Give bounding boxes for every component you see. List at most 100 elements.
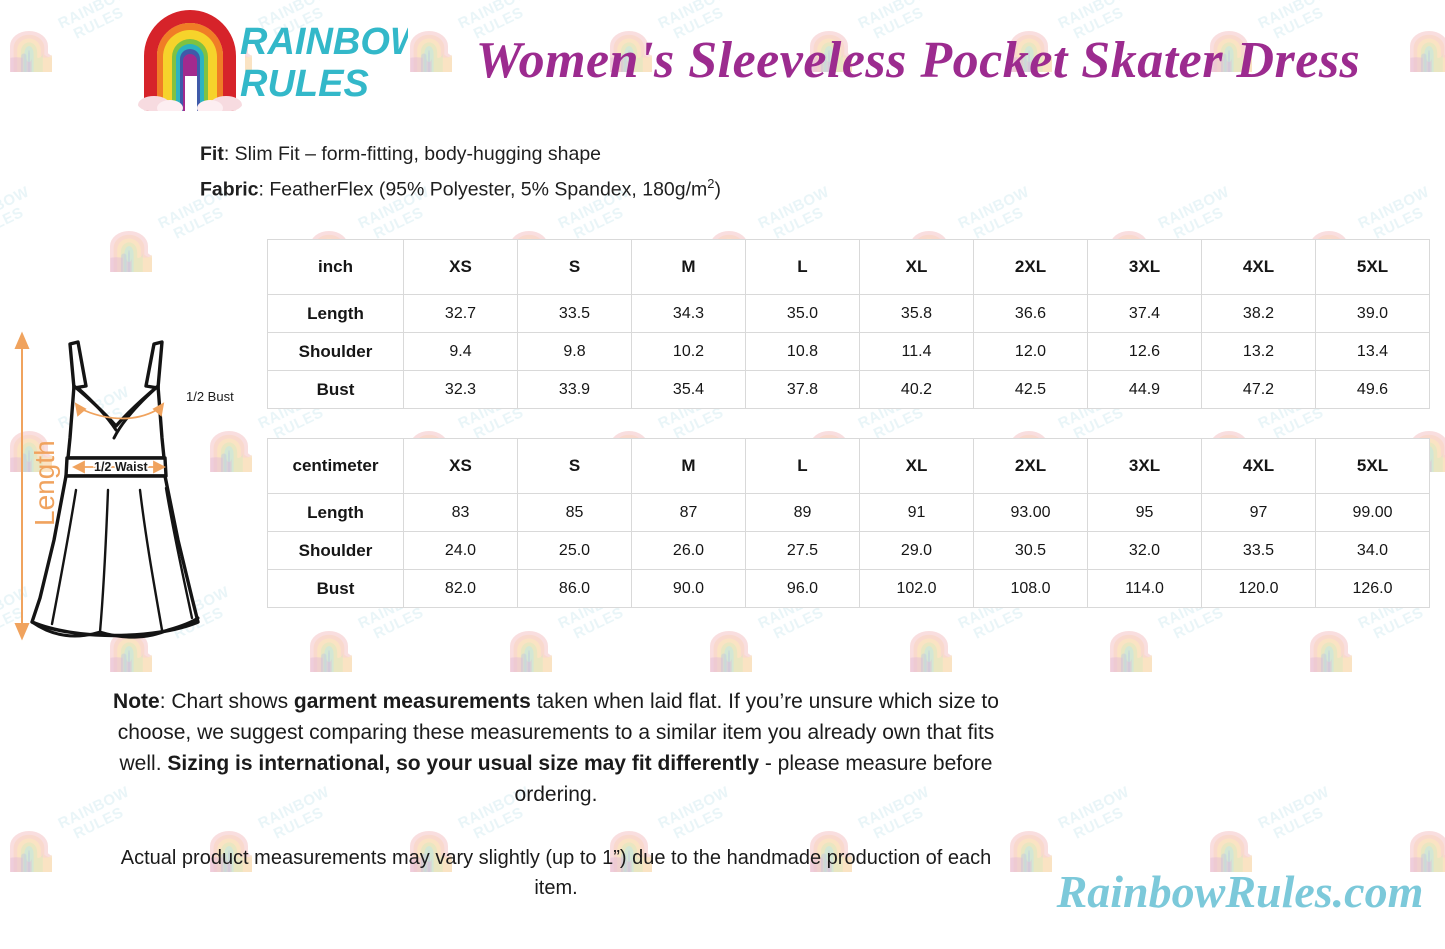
watermark-rainbow-icon [1106,628,1176,672]
cell-length-l: 89 [745,493,860,532]
table-header-row: inch XS S M L XL 2XL 3XL 4XL 5XL [267,239,1430,295]
cell-length-xl: 35.8 [859,294,974,333]
row-label-length: Length [267,294,404,333]
cell-shoulder-m: 26.0 [631,531,746,570]
fabric-label: Fabric [200,178,259,201]
size-header-2xl: 2XL [973,239,1088,295]
watermark-text: RAINBOW RULES [1155,183,1233,247]
cell-length-m: 34.3 [631,294,746,333]
cell-shoulder-3xl: 32.0 [1087,531,1202,570]
row-label-shoulder: Shoulder [267,531,404,570]
watermark-text: RAINBOW RULES [755,183,833,247]
size-header-s: S [517,438,632,494]
watermark-text: RAINBOW RULES [1055,783,1133,847]
half-bust-arrow [74,402,165,420]
cell-shoulder-xl: 11.4 [859,332,974,371]
table-cm-header: centimeter XS S M L XL 2XL 3XL 4XL 5XL [267,438,1430,494]
size-header-xs: XS [403,239,518,295]
length-arrow [14,331,30,641]
size-header-5xl: 5XL [1315,239,1430,295]
cell-length-3xl: 95 [1087,493,1202,532]
fabric-line: Fabric: FeatherFlex (95% Polyester, 5% S… [200,169,721,205]
cell-bust-4xl: 47.2 [1201,370,1316,409]
table-row: Length 32.7 33.5 34.3 35.0 35.8 36.6 37.… [267,294,1430,333]
cell-bust-xs: 82.0 [403,569,518,608]
table-inch-header: inch XS S M L XL 2XL 3XL 4XL 5XL [267,239,1430,295]
fit-line: Fit: Slim Fit – form-fitting, body-huggi… [200,140,721,169]
length-label: Length [29,440,60,526]
cell-bust-l: 37.8 [745,370,860,409]
cell-bust-xs: 32.3 [403,370,518,409]
cell-bust-2xl: 42.5 [973,370,1088,409]
table-row: Shoulder 9.4 9.8 10.2 10.8 11.4 12.0 12.… [267,332,1430,371]
cell-length-xs: 32.7 [403,294,518,333]
half-waist-arrow [71,460,167,474]
size-header-3xl: 3XL [1087,438,1202,494]
cell-shoulder-4xl: 13.2 [1201,332,1316,371]
unit-header: centimeter [267,438,404,494]
cell-shoulder-xl: 29.0 [859,531,974,570]
watermark-rainbow-icon [706,628,776,672]
cell-bust-s: 86.0 [517,569,632,608]
watermark-text: RAINBOW RULES [1255,783,1333,847]
sizing-note: Note: Chart shows garment measurements t… [100,686,1012,810]
size-header-m: M [631,438,746,494]
cell-shoulder-5xl: 13.4 [1315,332,1430,371]
page-header: RAINBOW RULES Women's Sleeveless Pocket … [0,0,1445,120]
size-header-3xl: 3XL [1087,239,1202,295]
size-table-inch: inch XS S M L XL 2XL 3XL 4XL 5XL Length … [267,239,1430,409]
size-header-xs: XS [403,438,518,494]
note-part1: : Chart shows [159,690,294,713]
cell-length-s: 85 [517,493,632,532]
half-waist-label: 1/2 Waist [94,460,149,474]
table-row: Shoulder 24.0 25.0 26.0 27.5 29.0 30.5 3… [267,531,1430,570]
cell-length-2xl: 93.00 [973,493,1088,532]
cell-shoulder-xs: 24.0 [403,531,518,570]
cell-length-xs: 83 [403,493,518,532]
watermark-rainbow-icon [1306,628,1376,672]
cell-bust-4xl: 120.0 [1201,569,1316,608]
note-part3: - please measure before ordering. [514,752,993,806]
site-signature: RainbowRules.com [1056,865,1424,917]
table-row: Bust 82.0 86.0 90.0 96.0 102.0 108.0 114… [267,569,1430,608]
note-bold-sizing-international: Sizing is international, so your usual s… [167,752,759,775]
watermark-rainbow-icon [106,228,176,272]
size-header-4xl: 4XL [1201,438,1316,494]
cell-shoulder-xs: 9.4 [403,332,518,371]
watermark-tile: RAINBOW RULES [1300,583,1445,800]
rainbow-logo-icon [132,6,248,114]
brand-wordmark: RAINBOW RULES [240,14,429,106]
cell-shoulder-m: 10.2 [631,332,746,371]
note-bold-garment-measurements: garment measurements [293,690,531,713]
cell-shoulder-3xl: 12.6 [1087,332,1202,371]
size-header-l: L [745,438,860,494]
fabric-value-post: ) [714,178,721,201]
cell-bust-3xl: 44.9 [1087,370,1202,409]
cell-shoulder-s: 25.0 [517,531,632,570]
watermark-rainbow-icon [306,628,376,672]
cell-shoulder-4xl: 33.5 [1201,531,1316,570]
table-row: Length 83 85 87 89 91 93.00 95 97 99.00 [267,493,1430,532]
cell-length-s: 33.5 [517,294,632,333]
watermark-rainbow-icon [506,628,576,672]
brand-line1: RAINBOW [240,21,408,63]
cell-bust-5xl: 126.0 [1315,569,1430,608]
row-label-bust: Bust [267,370,404,409]
size-header-xl: XL [859,239,974,295]
cell-shoulder-5xl: 34.0 [1315,531,1430,570]
cell-shoulder-2xl: 12.0 [973,332,1088,371]
cell-bust-s: 33.9 [517,370,632,409]
unit-header: inch [267,239,404,295]
table-inch-body: Length 32.7 33.5 34.3 35.0 35.8 36.6 37.… [267,294,1430,409]
note-part2: taken when laid flat. If you’re unsure w… [117,690,999,775]
size-header-2xl: 2XL [973,438,1088,494]
cell-bust-2xl: 108.0 [973,569,1088,608]
cell-shoulder-s: 9.8 [517,332,632,371]
cell-bust-l: 96.0 [745,569,860,608]
fabric-value-superscript: 2 [707,176,715,191]
table-cm-body: Length 83 85 87 89 91 93.00 95 97 99.00 … [267,493,1430,608]
dress-measurement-diagram: 1/2 Bust 1/2 Waist Length [8,330,260,642]
row-label-bust: Bust [267,569,404,608]
cell-bust-m: 35.4 [631,370,746,409]
